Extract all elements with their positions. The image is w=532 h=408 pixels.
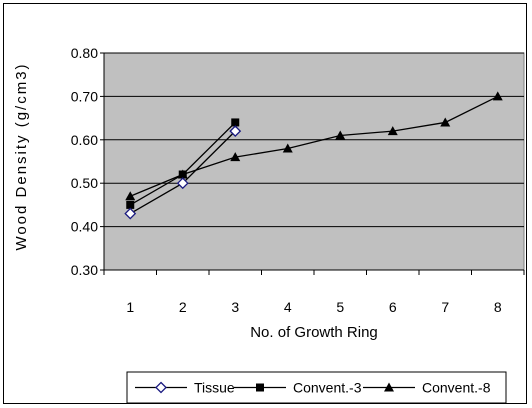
data-point [335, 130, 346, 140]
legend-label: Convent.-8 [422, 380, 491, 396]
y-axis-label: Wood Density (g/cm3) [13, 62, 30, 250]
x-axis-label: No. of Growth Ring [250, 324, 378, 341]
y-tick-label: 0.50 [71, 175, 98, 191]
x-tick-label: 2 [179, 299, 187, 315]
data-point [229, 125, 242, 138]
legend: Tissue Convent.-3 Convent.-8 [126, 371, 507, 404]
data-point [124, 207, 137, 220]
x-tick-label: 8 [494, 299, 502, 315]
x-tick-label: 7 [441, 299, 449, 315]
axes [100, 52, 525, 275]
legend-item: Convent.-8 [363, 380, 491, 396]
data-point [178, 170, 187, 179]
legend-label: Convent.-3 [293, 380, 362, 396]
x-tick-label: 3 [231, 299, 239, 315]
y-tick-label: 0.70 [71, 88, 98, 104]
y-tick-label: 0.40 [71, 219, 98, 235]
y-tick-label: 0.60 [71, 132, 98, 148]
data-point [387, 126, 398, 136]
data-point [492, 91, 503, 101]
series-layer [124, 91, 503, 220]
y-tick-labels: 0.30 0.40 0.50 0.60 0.70 0.80 [71, 45, 98, 278]
y-tick-label: 0.80 [71, 45, 98, 61]
data-point [440, 117, 451, 127]
legend-marker [256, 383, 264, 392]
data-point [282, 143, 293, 153]
data-point [176, 177, 189, 190]
x-tick-label: 4 [284, 299, 292, 315]
data-point [126, 200, 135, 209]
y-tick-label: 0.30 [71, 262, 98, 278]
data-point [230, 152, 241, 162]
series-tissue [124, 125, 242, 220]
x-tick-label: 5 [336, 299, 344, 315]
plot-area [103, 52, 525, 271]
x-tick-label: 6 [389, 299, 397, 315]
series-line [130, 95, 499, 197]
legend-item: Convent.-3 [234, 380, 362, 396]
series-convent-3 [126, 118, 240, 209]
data-point [125, 191, 136, 201]
x-tick-labels: 1 2 3 4 5 6 7 8 [126, 299, 502, 315]
legend-item: Tissue [135, 380, 235, 396]
x-tick-label: 1 [126, 299, 134, 315]
legend-marker [155, 381, 167, 394]
legend-label: Tissue [194, 380, 235, 396]
legend-box [126, 371, 507, 404]
gridlines [104, 52, 524, 228]
data-point [231, 118, 240, 127]
legend-marker [384, 382, 394, 392]
